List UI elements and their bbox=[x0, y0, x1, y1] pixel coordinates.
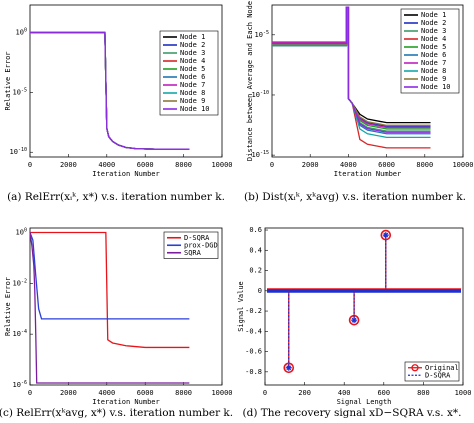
x-tick-label: 10000 bbox=[211, 161, 232, 169]
x-tick-label: 0 bbox=[28, 161, 32, 169]
y-tick-label: 0 bbox=[258, 287, 262, 295]
y-tick-label: 10-5 bbox=[13, 87, 27, 97]
legend-label: Node 4 bbox=[421, 35, 446, 43]
panel: 0 2000 4000 6000 8000 10000 10-15 10-10 10-5 Iter… bbox=[244, 1, 474, 203]
panel: 0 2000 4000 6000 8000 10000 10-10 10-5 100 Iterat… bbox=[4, 4, 233, 203]
y-tick-label: 0.6 bbox=[249, 226, 262, 234]
x-tick-label: 10000 bbox=[452, 161, 473, 169]
legend-label: Node 9 bbox=[421, 75, 446, 83]
x-tick-label: 8000 bbox=[175, 389, 192, 397]
legend-label: Node 8 bbox=[421, 67, 446, 75]
x-tick-label: 6000 bbox=[137, 161, 154, 169]
y-axis-label: Signal Value bbox=[237, 281, 245, 332]
x-axis-label: Iteration Number bbox=[334, 170, 401, 178]
legend-label: Node 2 bbox=[421, 19, 446, 27]
x-tick-label: 2000 bbox=[302, 161, 319, 169]
x-tick-label: 400 bbox=[338, 389, 351, 397]
y-tick-label: 0.4 bbox=[249, 246, 262, 254]
series-line bbox=[272, 6, 431, 133]
x-axis-label: Iteration Number bbox=[92, 170, 159, 178]
y-tick-label: 0.2 bbox=[249, 267, 262, 275]
legend-label: Node 7 bbox=[180, 81, 205, 89]
series-line bbox=[30, 231, 190, 349]
x-tick-label: 6000 bbox=[137, 389, 154, 397]
x-tick-label: 1000 bbox=[455, 389, 472, 397]
y-axis-label: Distance between Average and Each Node bbox=[246, 1, 254, 161]
y-tick-label: 10-2 bbox=[13, 278, 27, 288]
y-tick-label: 100 bbox=[16, 227, 27, 237]
x-tick-label: 2000 bbox=[60, 389, 77, 397]
legend-label: D-SQRA bbox=[425, 371, 451, 379]
x-tick-label: 4000 bbox=[340, 161, 357, 169]
panel: 0 2000 4000 6000 8000 10000 10-6 10-4 10-2 100 Ite… bbox=[0, 227, 233, 419]
plot-frame bbox=[264, 227, 464, 386]
legend-label: Node 1 bbox=[421, 11, 446, 19]
y-axis-label: Relative Error bbox=[4, 277, 12, 336]
legend-label: Node 5 bbox=[180, 65, 205, 73]
stem-marker bbox=[283, 362, 295, 374]
stem-marker bbox=[351, 317, 358, 324]
legend-label: Node 9 bbox=[180, 97, 205, 105]
legend-label: D-SQRA bbox=[184, 234, 210, 242]
caption: (a) RelErr(xᵢᵏ, x*) v.s. iteration numbe… bbox=[7, 191, 225, 203]
y-tick-label: -0.2 bbox=[245, 307, 262, 315]
legend-label: Node 7 bbox=[421, 59, 446, 67]
legend-label: Node 3 bbox=[180, 49, 205, 57]
legend-label: Node 1 bbox=[180, 33, 205, 41]
y-tick-label: 10-5 bbox=[255, 29, 269, 39]
caption: (d) The recovery signal xD−SQRA v.s. x*. bbox=[243, 407, 462, 419]
x-tick-label: 6000 bbox=[378, 161, 395, 169]
panel: 0 200 400 600 800 1000 -0.8 -0.6 -0.4 -0.2 0 0.2 0.4… bbox=[237, 226, 471, 419]
legend-label: prox-DGD bbox=[184, 241, 218, 249]
stem-marker bbox=[285, 364, 292, 371]
x-tick-label: 600 bbox=[377, 389, 390, 397]
legend-label: Node 2 bbox=[180, 41, 205, 49]
stem-marker bbox=[380, 229, 392, 241]
x-tick-label: 0 bbox=[28, 389, 32, 397]
series-line bbox=[29, 232, 190, 320]
stem-marker bbox=[382, 232, 389, 239]
series-line bbox=[29, 232, 190, 384]
legend-label: Node 8 bbox=[180, 89, 205, 97]
legend-label: SQRA bbox=[184, 249, 202, 257]
legend-label: Node 10 bbox=[421, 83, 451, 91]
x-axis-label: Signal Length bbox=[337, 398, 392, 406]
y-tick-label: -0.6 bbox=[245, 348, 262, 356]
legend-label: Node 4 bbox=[180, 57, 205, 65]
legend-label: Node 6 bbox=[180, 73, 205, 81]
legend-label: Node 5 bbox=[421, 43, 446, 51]
x-tick-label: 8000 bbox=[175, 161, 192, 169]
x-tick-label: 0 bbox=[270, 161, 274, 169]
legend-marker bbox=[411, 364, 419, 372]
x-tick-label: 4000 bbox=[98, 389, 115, 397]
x-tick-label: 800 bbox=[417, 389, 430, 397]
y-tick-label: 100 bbox=[16, 27, 27, 37]
x-tick-label: 4000 bbox=[98, 161, 115, 169]
caption: (c) RelErr(xᵏavg, x*) v.s. iteration num… bbox=[0, 407, 233, 419]
x-tick-label: 0 bbox=[263, 389, 267, 397]
y-tick-label: -0.4 bbox=[245, 327, 262, 335]
legend-label: Original bbox=[425, 364, 459, 372]
y-tick-label: 10-6 bbox=[13, 380, 27, 390]
x-tick-label: 2000 bbox=[60, 161, 77, 169]
y-tick-label: 10-15 bbox=[252, 150, 269, 160]
legend-label: Node 10 bbox=[180, 105, 210, 113]
y-axis-label: Relative Error bbox=[4, 51, 12, 110]
y-tick-label: 10-10 bbox=[10, 147, 27, 157]
x-axis-label: Iteration Number bbox=[92, 398, 159, 406]
series-line bbox=[30, 31, 190, 150]
caption: (b) Dist(xᵢᵏ, xᵏavg) v.s. iteration numb… bbox=[244, 191, 466, 203]
x-tick-label: 8000 bbox=[416, 161, 433, 169]
y-tick-label: -0.8 bbox=[245, 368, 262, 376]
legend-label: Node 3 bbox=[421, 27, 446, 35]
x-tick-label: 200 bbox=[298, 389, 311, 397]
x-tick-label: 10000 bbox=[211, 389, 232, 397]
y-tick-label: 10-10 bbox=[252, 89, 269, 99]
legend-label: Node 6 bbox=[421, 51, 446, 59]
y-tick-label: 10-4 bbox=[13, 329, 27, 339]
